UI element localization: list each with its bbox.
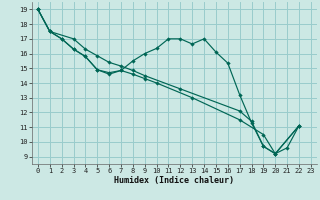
X-axis label: Humidex (Indice chaleur): Humidex (Indice chaleur): [115, 176, 234, 185]
